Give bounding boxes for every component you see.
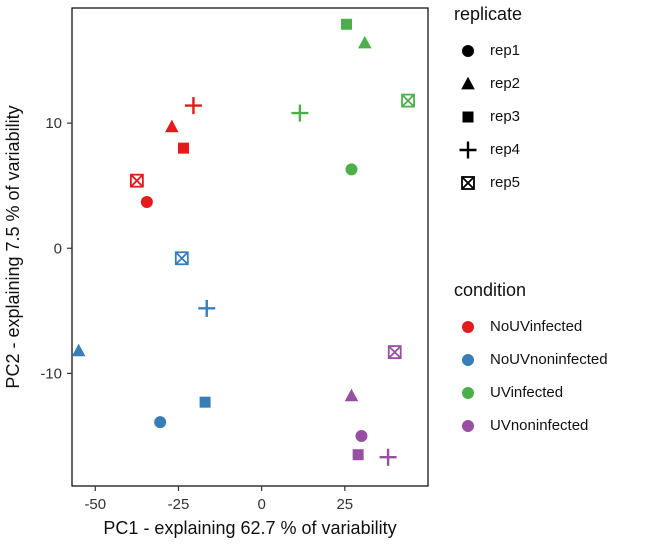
legend-replicate-items: rep1 rep2 rep3 rep4 rep5 xyxy=(452,39,667,194)
y-tick-label: -10 xyxy=(40,365,62,382)
legend-item-label: rep4 xyxy=(490,141,521,158)
point-NoUVinfected-rep5 xyxy=(129,173,144,188)
legend-condition-items: NoUVinfected NoUVnoninfected UVinfected UVn… xyxy=(452,315,667,437)
legend-item-UVnoninfected: UVnoninfected xyxy=(452,414,667,437)
point-UVnoninfected-rep3 xyxy=(352,449,364,461)
legend-item-rep1: rep1 xyxy=(452,39,667,62)
point-NoUVnoninfected-rep1 xyxy=(154,416,167,429)
plus-icon xyxy=(459,141,477,158)
scatter-plot-panel: -50 -25 0 25 -10 0 10 PC1 - explaining 62.7 % o… xyxy=(3,7,429,538)
legend-replicate: replicate rep1 rep2 rep3 rep4 rep5 xyxy=(452,4,667,204)
point-NoUVnoninfected-rep5 xyxy=(174,251,189,266)
point-UVinfected-rep5 xyxy=(401,93,415,108)
point-UVnoninfected-rep5 xyxy=(387,345,402,360)
dot-icon xyxy=(462,320,474,333)
point-NoUVnoninfected-rep2 xyxy=(71,343,86,357)
legend-item-label: NoUVnoninfected xyxy=(490,351,608,368)
x-tick-label: 25 xyxy=(336,496,353,513)
point-UVnoninfected-rep1 xyxy=(355,429,368,442)
point-NoUVinfected-rep1 xyxy=(140,195,153,208)
x-axis-title: PC1 - explaining 62.7 % of variability xyxy=(103,518,396,538)
x-tick-label: -50 xyxy=(84,496,106,513)
legend-item-label: rep2 xyxy=(490,75,521,92)
point-NoUVinfected-rep2 xyxy=(165,119,179,133)
x-tick-label: 0 xyxy=(257,496,265,513)
point-NoUVinfected-rep3 xyxy=(177,142,189,154)
legend-item-label: rep1 xyxy=(490,42,521,59)
point-NoUVnoninfected-rep4 xyxy=(198,299,216,317)
legend-condition-title: condition xyxy=(454,280,527,300)
legend-item-label: NoUVinfected xyxy=(490,318,583,335)
y-tick-label: 10 xyxy=(45,115,62,132)
point-UVinfected-rep3 xyxy=(340,18,352,30)
point-NoUVnoninfected-rep3 xyxy=(199,396,211,408)
point-UVinfected-rep2 xyxy=(357,35,372,49)
crossed-square-icon xyxy=(461,175,475,190)
legend-replicate-title: replicate xyxy=(454,4,523,24)
point-UVinfected-rep4 xyxy=(291,104,309,122)
legend-item-rep2: rep2 xyxy=(452,72,667,95)
legend-item-label: UVnoninfected xyxy=(490,417,589,434)
point-UVinfected-rep1 xyxy=(345,163,358,176)
legend-item-label: rep3 xyxy=(490,108,521,125)
dot-icon xyxy=(462,419,474,432)
legend-condition: condition NoUVinfected NoUVnoninfected UVi… xyxy=(452,280,667,447)
y-tick-label: 0 xyxy=(54,240,62,257)
triangle-icon xyxy=(461,76,475,89)
point-UVnoninfected-rep4 xyxy=(379,448,397,466)
point-NoUVinfected-rep4 xyxy=(184,97,202,115)
legend-item-UVinfected: UVinfected xyxy=(452,381,667,404)
x-tick-label: -25 xyxy=(168,496,190,513)
legend-item-label: UVinfected xyxy=(490,384,564,401)
legend-item-rep4: rep4 xyxy=(452,138,667,161)
plot-panel-border xyxy=(71,7,429,487)
point-UVnoninfected-rep2 xyxy=(344,388,359,402)
legend-item-NoUVnoninfected: NoUVnoninfected xyxy=(452,348,667,371)
legend-panel: replicate rep1 rep2 rep3 rep4 rep5 condition… xyxy=(452,4,667,447)
y-axis-title: PC2 - explaining 7.5 % of variability xyxy=(3,105,23,388)
dot-icon xyxy=(462,353,474,366)
legend-item-rep3: rep3 xyxy=(452,105,667,128)
circle-icon xyxy=(462,44,474,57)
square-icon xyxy=(462,111,474,122)
legend-item-rep5: rep5 xyxy=(452,171,667,194)
dot-icon xyxy=(462,386,474,399)
legend-item-NoUVinfected: NoUVinfected xyxy=(452,315,667,338)
legend-item-label: rep5 xyxy=(490,174,521,191)
